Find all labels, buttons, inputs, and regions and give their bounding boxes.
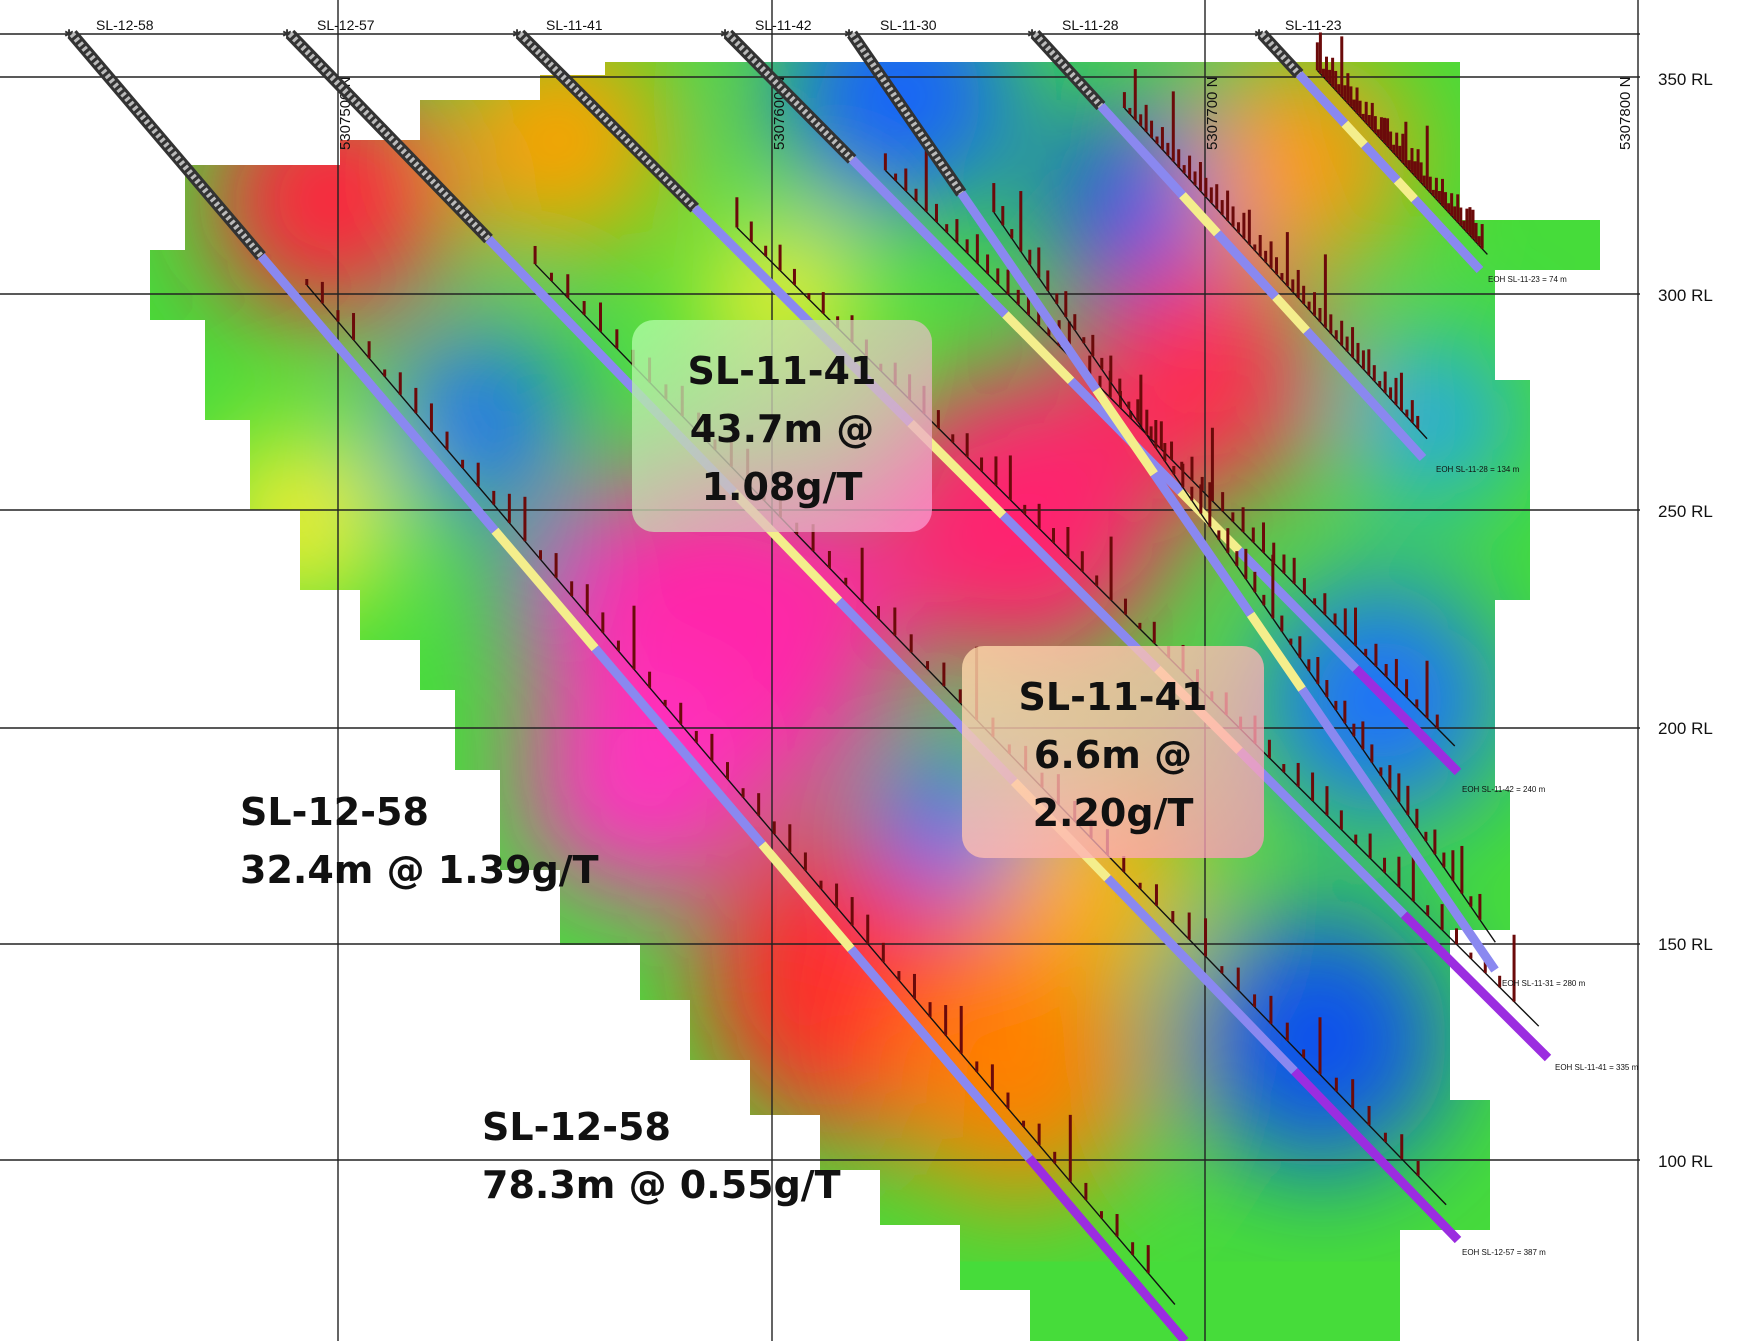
callout-length: 43.7m @ [689,407,875,451]
lithology-segment [848,156,1009,318]
lithology-segment [1002,311,1075,385]
lithology-segment [1236,747,1408,918]
lithology-segment [1341,120,1368,148]
intercept-callout-sl-11-41-lower: SL-11-41 6.6m @ 2.20g/T [962,646,1264,858]
hole-label: SL-12-57 [317,17,375,33]
eoh-label: EOH SL-11-23 = 74 m [1488,275,1567,284]
casing-hatch [1032,31,1104,109]
lithology-segment [1150,471,1255,617]
lithology-segment [847,945,1033,1161]
lithology-segment [1291,1068,1462,1244]
callout-hole: SL-12-58 [240,790,429,834]
northing-label: 5307800 N [1617,77,1634,150]
casing-segment [285,29,493,244]
lithology-segment [1104,875,1298,1075]
hole-label: SL-11-41 [546,17,603,33]
intercept-callout-sl-12-58-lower: SL-12-58 78.3m @ 0.55g/T [482,1098,841,1214]
lithology-segment [1352,665,1462,776]
lithology-segment [957,190,1101,393]
lithology-segment [758,841,855,952]
lithology-segment [491,527,599,652]
casing-segment [1257,29,1304,79]
intercept-callout-sl-12-58-upper: SL-12-58 32.4m @ 1.39g/T [240,783,599,899]
lithology-segment [1235,547,1359,672]
lithology-segment [1400,911,1552,1062]
hole-label: SL-12-58 [96,17,154,33]
lithology-segment [1097,103,1186,199]
collar-icon: ✱ [1027,27,1037,41]
lithology-segment [1298,686,1409,842]
drill-hole-trace: ✱ SL-11-23 EOH SL-11-23 = 74 m [1254,17,1567,284]
rl-label: 350 RL [1658,70,1713,89]
hole-label: SL-11-23 [1285,17,1342,33]
hole-label: SL-11-30 [880,17,937,33]
collar-icon: ✱ [282,27,292,41]
collar-icon: ✱ [512,27,522,41]
eoh-label: EOH SL-12-57 = 387 m [1462,1248,1546,1257]
lithology-segment [591,645,766,848]
lithology-segment [257,253,499,534]
lithology-segment [999,512,1161,673]
rl-label: 250 RL [1658,502,1713,521]
intercept-callout-sl-11-41-upper: SL-11-41 43.7m @ 1.08g/T [632,320,932,532]
hole-label: SL-11-28 [1062,17,1119,33]
northing-label: 5307700 N [1204,77,1221,150]
rl-label: 150 RL [1658,935,1713,954]
collar-icon: ✱ [720,27,730,41]
eoh-label: EOH SL-11-41 = 335 m [1555,1063,1639,1072]
lithology-segment [1092,387,1158,477]
callout-grade: 2.20g/T [1032,791,1194,835]
lithology-segment [1401,836,1499,973]
casing-segment [723,29,857,164]
rl-label: 300 RL [1658,286,1713,305]
callout-hole: SL-11-41 [1018,675,1208,719]
lithology-segment [1411,196,1453,241]
lithology-segment [1303,327,1372,402]
eoh-label: EOH SL-11-28 = 134 m [1436,465,1520,474]
callout-result: 32.4m @ 1.39g/T [240,848,599,892]
lithology-segment [1361,141,1401,184]
lithology-segment [1295,71,1349,127]
hole-label: SL-11-42 [755,17,812,33]
callout-grade: 1.08g/T [701,465,863,509]
casing-hatch [517,31,697,211]
casing-hatch [849,32,964,195]
drill-hole-trace: ✱ SL-11-28 EOH SL-11-28 = 134 m [1027,17,1520,474]
lithology-segment [1025,1155,1189,1341]
callout-hole: SL-12-58 [482,1105,671,1149]
callout-length: 6.6m @ [1033,733,1193,777]
drill-hole-trace: ✱ SL-12-58 [64,17,1189,1341]
lithology-segment [1214,230,1279,300]
lithology-segment [1179,192,1221,237]
rl-label: 100 RL [1658,1152,1713,1171]
drill-holes: ✱ SL-12-58 ✱ SL-12-57 EOH SL-12-57 = 387 m ✱ S… [64,17,1639,1341]
assay-baseline [306,284,1176,1305]
callout-result: 78.3m @ 0.55g/T [482,1163,841,1207]
drill-hole-trace: ✱ SL-11-30 EOH SL-11-31 = 280 m [844,17,1586,988]
drill-hole-trace: ✱ SL-11-42 EOH SL-11-42 = 240 m [720,17,1546,794]
rl-axis-labels: 350 RL 300 RL 250 RL 200 RL 150 RL 100 R… [1658,70,1713,1171]
lithology-segment [1272,293,1310,334]
casing-hatch [69,32,264,259]
lithology-segment [1393,177,1418,203]
eoh-label: EOH SL-11-42 = 240 m [1462,785,1546,794]
lithology-segment [1246,611,1306,692]
callout-hole: SL-11-41 [687,349,877,393]
lithology-segment [1365,395,1427,462]
collar-icon: ✱ [844,27,854,41]
eoh-label: EOH SL-11-31 = 280 m [1502,979,1586,988]
collar-icon: ✱ [64,27,74,41]
rl-label: 200 RL [1658,719,1713,738]
collar-icon: ✱ [1254,27,1264,41]
lithology-segment [1446,233,1484,274]
